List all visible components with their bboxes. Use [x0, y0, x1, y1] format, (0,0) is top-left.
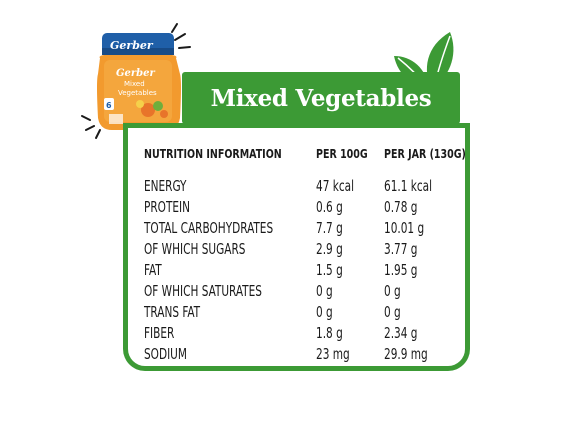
nutrition-table: NUTRITION INFORMATION PER 100G PER JAR (… [144, 143, 466, 364]
title-banner: Mixed Vegetables [182, 72, 460, 124]
per-100g-value: 0.6 g [316, 197, 343, 216]
per-jar-value: 0 g [384, 281, 401, 300]
column-header-nutrient: NUTRITION INFORMATION [144, 147, 282, 161]
table-row-saturates: OF WHICH SATURATES 0 g 0 g [144, 280, 464, 301]
gerber-jar-image: Gerber Gerber Mixed Vegetables 6 [81, 23, 191, 139]
table-row-trans-fat: TRANS FAT 0 g 0 g [144, 301, 464, 322]
per-100g-value: 1.5 g [316, 260, 343, 279]
nutrient-label: FAT [144, 260, 162, 279]
jar-stage-number: 6 [106, 101, 112, 110]
sparkle-lines-icon [81, 23, 191, 139]
per-jar-value: 2.34 g [384, 323, 418, 342]
table-header-row: NUTRITION INFORMATION PER 100G PER JAR (… [144, 143, 466, 165]
table-row-energy: ENERGY 47 kcal 61.1 kcal [144, 175, 464, 196]
per-jar-value: 1.95 g [384, 260, 418, 279]
per-jar-value: 10.01 g [384, 218, 425, 237]
per-jar-value: 0.78 g [384, 197, 418, 216]
table-row-sugars: OF WHICH SUGARS 2.9 g 3.77 g [144, 238, 464, 259]
per-100g-value: 7.7 g [316, 218, 343, 237]
table-row-fiber: FIBER 1.8 g 2.34 g [144, 322, 464, 343]
page-title: Mixed Vegetables [210, 84, 432, 112]
per-100g-value: 1.8 g [316, 323, 343, 342]
table-row-fat: FAT 1.5 g 1.95 g [144, 259, 464, 280]
nutrition-table-card: NUTRITION INFORMATION PER 100G PER JAR (… [123, 123, 470, 371]
nutrient-label: ENERGY [144, 176, 187, 195]
jar-brand-text: Gerber [116, 68, 156, 79]
per-100g-value: 47 kcal [316, 176, 355, 195]
column-header-per-jar: PER JAR (130G) [384, 147, 466, 161]
jar-name-line1: Mixed [124, 80, 145, 88]
per-jar-value: 61.1 kcal [384, 176, 433, 195]
table-row-protein: PROTEIN 0.6 g 0.78 g [144, 196, 464, 217]
nutrient-label: TRANS FAT [144, 302, 201, 321]
nutrient-label: PROTEIN [144, 197, 190, 216]
nutrient-label: OF WHICH SUGARS [144, 239, 246, 258]
per-100g-value: 2.9 g [316, 239, 343, 258]
nutrient-label: OF WHICH SATURATES [144, 281, 262, 300]
per-jar-value: 3.77 g [384, 239, 418, 258]
per-100g-value: 23 mg [316, 344, 350, 363]
per-100g-value: 0 g [316, 281, 333, 300]
jar-name-line2: Vegetables [118, 89, 157, 97]
nutrient-label: TOTAL CARBOHYDRATES [144, 218, 274, 237]
per-100g-value: 0 g [316, 302, 333, 321]
table-row-total-carbohydrates: TOTAL CARBOHYDRATES 7.7 g 10.01 g [144, 217, 464, 238]
nutrient-label: FIBER [144, 323, 175, 342]
lid-brand-text: Gerber [110, 39, 154, 52]
nutrient-label: SODIUM [144, 344, 187, 363]
per-jar-value: 29.9 mg [384, 344, 428, 363]
column-header-per-100g: PER 100G [316, 147, 368, 161]
table-row-sodium: SODIUM 23 mg 29.9 mg [144, 343, 464, 364]
per-jar-value: 0 g [384, 302, 401, 321]
